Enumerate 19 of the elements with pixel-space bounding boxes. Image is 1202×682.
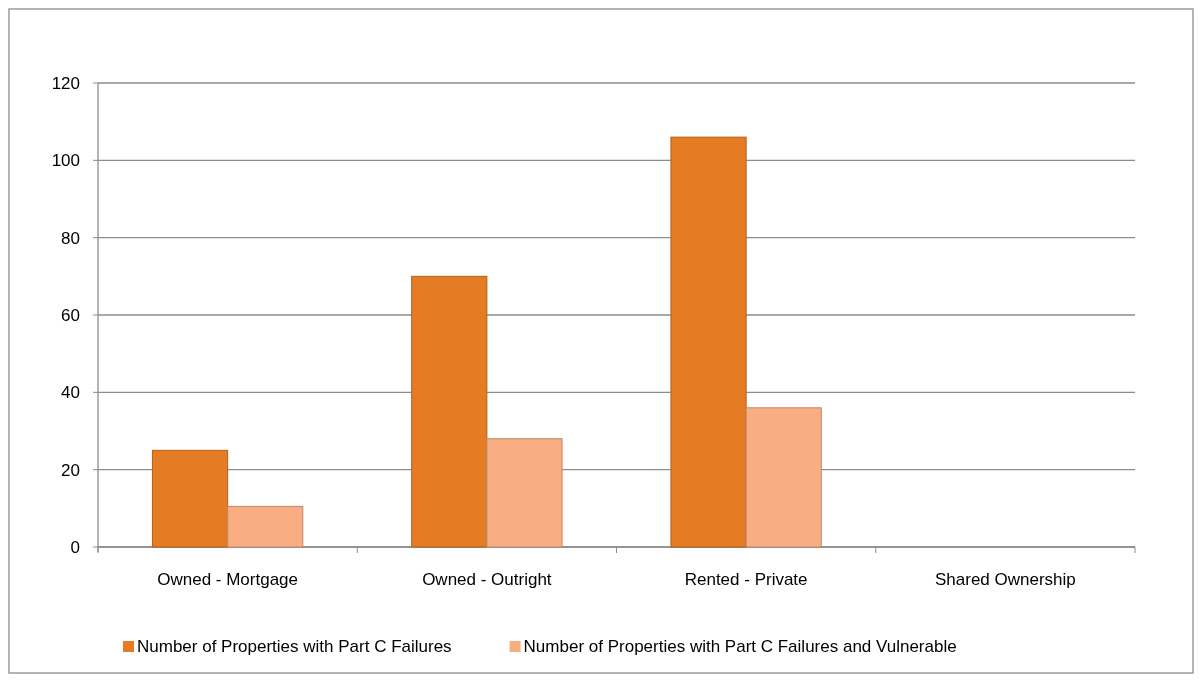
x-tick-label: Rented - Private [684,570,808,589]
bar [670,136,747,548]
y-tick-label: 100 [51,151,80,171]
y-tick-label: 40 [61,383,80,403]
bar [227,505,304,548]
y-tick-label: 0 [70,537,80,557]
x-tick-label: Owned - Outright [422,570,552,589]
y-tick-label: 120 [51,73,80,93]
bar [486,438,563,548]
y-tick-label: 20 [61,460,80,480]
legend-label: Number of Properties with Part C Failures [137,637,452,656]
x-tick-label: Shared Ownership [934,570,1076,589]
bar [745,407,822,548]
y-tick-label: 60 [61,305,80,325]
y-tick-label: 80 [61,228,80,248]
legend-label: Number of Properties with Part C Failures and Vulnerable [523,637,957,656]
bar [411,275,488,548]
bar [151,449,229,548]
x-tick-label: Owned - Mortgage [157,570,299,589]
